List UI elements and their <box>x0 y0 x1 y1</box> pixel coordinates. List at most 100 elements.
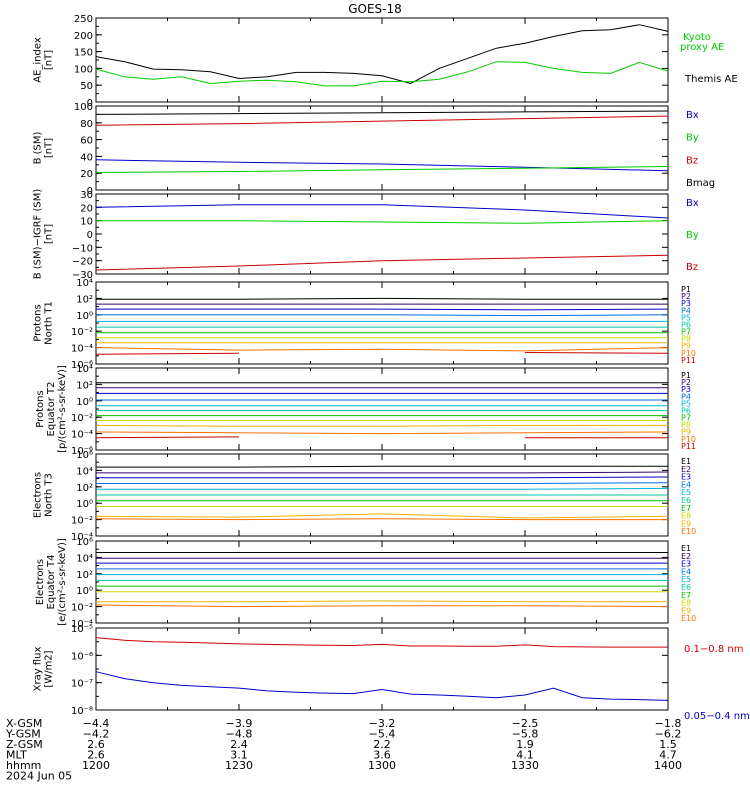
y-tick-label: 10⁴ <box>76 278 93 289</box>
legend-entry: proxy AE <box>680 42 724 53</box>
legend-entry: Bx <box>686 198 699 209</box>
axis-value: −1.8 <box>655 717 682 730</box>
y-tick-label: 10⁻⁸ <box>71 706 93 717</box>
axis-value: 3.6 <box>373 749 391 762</box>
channel-legend-entry: E10 <box>681 527 696 536</box>
y-tick-label: 30 <box>80 190 93 201</box>
y-axis-label: Protons <box>35 390 46 427</box>
axis-value: −6.2 <box>655 728 682 741</box>
channel-legend-entry: E3 <box>681 560 691 569</box>
panel-pt1: 10⁻⁶ 10⁻⁴ 10⁻² 10⁰ 10² 10⁴ Protons North T1 P1P2… <box>33 278 697 371</box>
channel-legend-entry: E8 <box>681 599 691 608</box>
panel-frame <box>95 540 669 624</box>
y-axis-label: Xray flux <box>33 647 44 692</box>
y-tick-label: 0 <box>87 186 93 197</box>
plot-title: GOES-18 <box>348 2 402 16</box>
axis-value: 1230 <box>225 759 253 772</box>
series-bx <box>95 159 669 172</box>
y-axis-label: [nT] <box>44 138 55 158</box>
channel-legend-entry: E6 <box>681 496 691 505</box>
axis-row-label: X-GSM <box>6 717 42 730</box>
axis-value: −3.2 <box>369 717 396 730</box>
channel-legend-entry: E1 <box>681 544 691 553</box>
channel-legend-entry: E5 <box>681 488 691 497</box>
y-tick-label: 10² <box>76 483 93 494</box>
y-tick-label: 10⁻⁷ <box>71 679 93 690</box>
channel-legend-entry: E7 <box>681 591 691 600</box>
channel-legend-entry: P6 <box>681 406 691 415</box>
channel-legend-entry: E9 <box>681 519 691 528</box>
y-tick-label: 10⁻⁶ <box>71 360 93 371</box>
panel-xray: 10⁻⁸ 10⁻⁷ 10⁻⁶ 10⁻⁵ Xray flux [W/m2] 0.1−0.8 n… <box>33 624 750 722</box>
series-themis-ae <box>95 24 669 85</box>
axis-value: 1.5 <box>659 738 677 751</box>
legend-entry: By <box>686 230 699 241</box>
y-tick-label: 200 <box>74 31 93 42</box>
axis-value: −5.8 <box>512 728 539 741</box>
series-e2 <box>96 471 669 474</box>
series-p4 <box>96 314 669 317</box>
y-axis-label: B (SM)−IGRF (SM) <box>33 189 44 280</box>
series-bz <box>95 254 669 271</box>
channel-legend-entry: P1 <box>681 371 691 380</box>
y-axis-label: [nT] <box>44 50 55 70</box>
y-tick-label: 10⁴ <box>76 553 93 564</box>
axis-row-label: hhmm <box>6 759 41 772</box>
channel-legend-entry: P7 <box>681 328 691 337</box>
channel-legend-entry: P5 <box>681 313 691 322</box>
channel-legend-entry: P7 <box>681 414 691 423</box>
legend-entry: Bx <box>686 110 699 121</box>
y-tick-label: 10⁻⁴ <box>71 619 93 630</box>
y-tick-label: −20 <box>72 257 93 268</box>
channel-legend-entry: P9 <box>681 428 691 437</box>
axis-value: −4.8 <box>226 728 253 741</box>
channel-legend-entry: P4 <box>681 306 691 315</box>
y-tick-label: 10⁶ <box>76 537 93 548</box>
channel-legend-entry: P10 <box>681 349 696 358</box>
series-bmag <box>95 110 669 115</box>
axis-value: 1330 <box>511 759 539 772</box>
channel-legend-entry: E1 <box>681 457 691 466</box>
channel-legend-entry: E10 <box>681 614 696 623</box>
y-tick-label: 10⁴ <box>76 466 93 477</box>
y-tick-label: 10⁻² <box>71 516 93 527</box>
y-axis-label: Equator T4 <box>46 555 57 610</box>
channel-legend-entry: P2 <box>681 378 691 387</box>
panel-bigrf: −30 −20 −10 0 10 20 30 B (SM)−IGRF (SM) [nT] Bx By… <box>33 189 699 281</box>
y-tick-label: 40 <box>80 152 93 163</box>
y-tick-label: 10⁰ <box>76 311 93 322</box>
series-e4 <box>96 482 669 484</box>
y-tick-label: 10⁻⁶ <box>71 446 93 457</box>
y-tick-label: 10⁻⁶ <box>71 651 93 662</box>
y-tick-label: 10⁰ <box>76 499 93 510</box>
channel-legend-entry: P8 <box>681 335 691 344</box>
y-tick-label: 0 <box>87 98 93 109</box>
legend-entry: Kyoto <box>683 32 711 43</box>
channel-legend-entry: P8 <box>681 421 691 430</box>
y-axis-label: Electrons <box>35 559 46 605</box>
axis-value: −4.2 <box>83 728 110 741</box>
panel-frame <box>95 281 669 365</box>
channel-legend-entry: E6 <box>681 583 691 592</box>
series-e10 <box>95 604 669 608</box>
axis-value: 2.2 <box>373 738 391 751</box>
axis-value: −5.4 <box>369 728 396 741</box>
axis-row-label: Z-GSM <box>6 738 43 751</box>
series-e3 <box>96 476 669 479</box>
axis-value: 4.7 <box>659 749 677 762</box>
y-axis-label: [nT] <box>44 224 55 244</box>
y-axis-label: [e/(cm²-s-sr-keV)] <box>57 538 68 626</box>
channel-legend-entry: P1 <box>681 285 691 294</box>
y-tick-label: −30 <box>72 270 93 281</box>
series-0-1-0-8-nm <box>95 637 668 648</box>
y-tick-label: 150 <box>74 48 93 59</box>
axis-value: 3.1 <box>230 749 248 762</box>
series-by <box>95 166 669 173</box>
axis-row-label: MLT <box>6 749 27 762</box>
panel-et4: 10⁻⁴ 10⁻² 10⁰ 10² 10⁴ 10⁶ Electrons Equator T4[… <box>35 537 696 630</box>
channel-legend-entry: E8 <box>681 512 691 521</box>
series-e10 <box>95 518 668 521</box>
series-e9 <box>96 600 668 603</box>
